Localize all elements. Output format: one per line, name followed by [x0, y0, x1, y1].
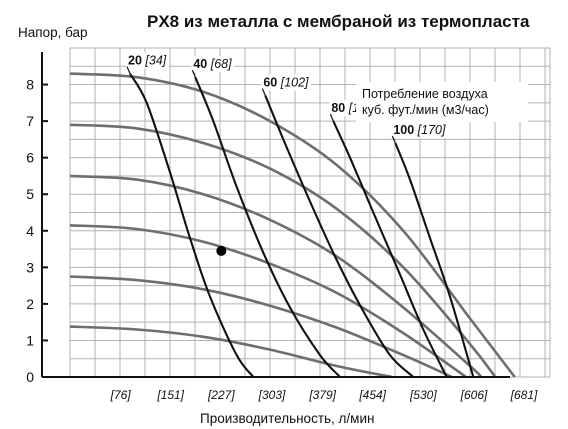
- y-axis-label: Напор, бар: [18, 25, 88, 40]
- x-tick-label: [76]: [110, 388, 132, 402]
- y-tick-label: 5: [26, 186, 34, 202]
- performance-curve-5: [69, 275, 453, 379]
- air-label-leader: [261, 88, 266, 96]
- x-tick-label: [227]: [207, 388, 235, 402]
- air-label-leader: [391, 135, 396, 144]
- air-curve-label-100: 100 [170]: [393, 123, 446, 137]
- operating-point-marker: [216, 245, 227, 256]
- y-tick-label: 6: [26, 150, 34, 166]
- air-curve-40: [194, 76, 341, 378]
- y-tick-label: 8: [26, 77, 34, 93]
- legend: Потребление воздуха куб. фут./мин (м3/ча…: [356, 82, 528, 122]
- performance-curve-1: [69, 72, 516, 378]
- air-label-background: [191, 56, 235, 73]
- air-label-m3h: [34]: [144, 54, 166, 68]
- air-curve-20: [129, 73, 255, 378]
- performance-curve-4: [69, 224, 467, 379]
- air-curve-label-40: 40 [68]: [193, 57, 232, 71]
- air-label-leader: [329, 113, 334, 122]
- air-label-cfm: 40: [193, 57, 210, 71]
- air-curve-80: [332, 120, 448, 378]
- air-consumption-curves: [129, 73, 475, 378]
- y-tick-label: 0: [26, 369, 34, 385]
- air-label-cfm: 80: [331, 101, 348, 115]
- air-label-m3h: [102]: [280, 76, 309, 90]
- air-label-leader: [126, 66, 131, 74]
- y-tick-label: 4: [26, 223, 34, 239]
- air-curve-100: [394, 142, 475, 378]
- air-label-cfm: 20: [128, 54, 145, 68]
- air-label-cfm: 100: [393, 123, 417, 137]
- air-label-background: [261, 74, 312, 91]
- air-curve-60: [264, 95, 415, 378]
- air-label-background: [126, 52, 169, 69]
- y-tick-label: 2: [26, 296, 34, 312]
- air-label-leader: [191, 70, 196, 78]
- air-curve-label-60: 60 [102]: [263, 76, 309, 90]
- x-axis-label: Производительность, л/мин: [200, 411, 374, 426]
- x-tick-label: [379]: [308, 388, 336, 402]
- x-tick-label: [606]: [460, 388, 488, 402]
- legend-line-2: куб. фут./мин (м3/час): [362, 103, 489, 117]
- performance-curve-6: [69, 325, 393, 379]
- y-tick-labels: 0 1 2 3 4 5 6 7 8: [26, 77, 34, 385]
- chart-title: PX8 из металла с мембраной из термопласт…: [147, 12, 530, 31]
- performance-curve-2: [69, 123, 497, 378]
- performance-curve-3: [69, 174, 483, 378]
- x-tick-label: [454]: [358, 388, 386, 402]
- air-label-m3h: [170]: [417, 123, 446, 137]
- y-tick-label: 7: [26, 113, 34, 129]
- x-tick-label: [303]: [258, 388, 286, 402]
- air-label-m3h: [68]: [210, 57, 232, 71]
- air-label-cfm: 60: [263, 76, 280, 90]
- x-tick-labels: [76] [151] [227] [303] [379] [454] [530] [606] […: [110, 388, 538, 402]
- y-tick-label: 3: [26, 259, 34, 275]
- x-tick-label: [151]: [156, 388, 184, 402]
- air-label-background: [391, 122, 449, 139]
- x-tick-label: [530]: [409, 388, 437, 402]
- legend-line-1: Потребление воздуха: [362, 87, 488, 101]
- axes: [41, 52, 510, 378]
- y-tick-label: 1: [26, 332, 34, 348]
- x-tick-label: [681]: [510, 388, 538, 402]
- air-curve-label-20: 20 [34]: [128, 54, 167, 68]
- legend-background: [356, 82, 528, 122]
